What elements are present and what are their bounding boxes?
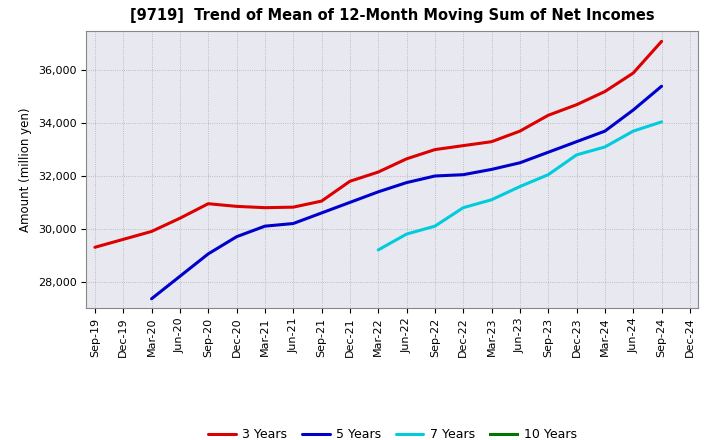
Title: [9719]  Trend of Mean of 12-Month Moving Sum of Net Incomes: [9719] Trend of Mean of 12-Month Moving … [130,7,654,23]
5 Years [572,139,581,144]
5 Years [657,84,666,89]
3 Years [176,216,184,221]
3 Years [516,128,524,134]
5 Years [544,150,552,155]
3 Years [572,102,581,107]
Y-axis label: Amount (million yen): Amount (million yen) [19,107,32,231]
5 Years [289,221,297,226]
5 Years [233,234,241,239]
5 Years [629,107,637,113]
7 Years [402,231,411,237]
3 Years [600,89,609,94]
3 Years [148,229,156,234]
3 Years [204,201,212,206]
7 Years [487,197,496,202]
3 Years [289,205,297,210]
7 Years [544,172,552,177]
7 Years [374,247,382,253]
7 Years [657,119,666,125]
3 Years [318,198,326,204]
3 Years [233,204,241,209]
Line: 3 Years: 3 Years [95,41,662,247]
7 Years [600,144,609,150]
3 Years [91,245,99,250]
3 Years [374,169,382,175]
5 Years [374,189,382,194]
5 Years [346,200,354,205]
Legend: 3 Years, 5 Years, 7 Years, 10 Years: 3 Years, 5 Years, 7 Years, 10 Years [203,423,582,440]
5 Years [261,224,269,229]
5 Years [600,128,609,134]
5 Years [516,160,524,165]
3 Years [657,39,666,44]
Line: 7 Years: 7 Years [378,122,662,250]
5 Years [204,251,212,257]
5 Years [431,173,439,179]
Line: 5 Years: 5 Years [152,86,662,299]
7 Years [459,205,467,210]
5 Years [459,172,467,177]
5 Years [318,210,326,216]
7 Years [629,128,637,134]
7 Years [516,184,524,189]
5 Years [148,296,156,301]
5 Years [402,180,411,185]
3 Years [487,139,496,144]
5 Years [487,167,496,172]
3 Years [544,113,552,118]
7 Years [572,152,581,158]
3 Years [431,147,439,152]
3 Years [459,143,467,148]
5 Years [176,274,184,279]
3 Years [629,70,637,76]
3 Years [261,205,269,210]
3 Years [119,237,127,242]
7 Years [431,224,439,229]
3 Years [346,179,354,184]
3 Years [402,156,411,161]
